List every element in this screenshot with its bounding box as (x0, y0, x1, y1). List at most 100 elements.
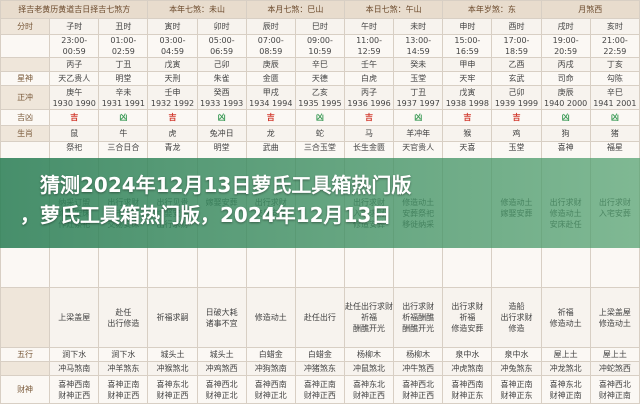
cell: 丙子 1936 1996 (343, 85, 395, 110)
cell: 马 (343, 125, 395, 142)
cell: 庚午 1930 1990 (49, 85, 100, 110)
cell: 戊寅 (147, 57, 198, 72)
cell: 明堂 (98, 71, 149, 86)
cell: 牛 (98, 125, 149, 142)
cell: 申时 (442, 18, 493, 35)
cell: 修造动土 (245, 287, 296, 348)
cell: 己卯 1939 1999 (491, 85, 542, 110)
cell: 辰时 (245, 18, 296, 35)
cell: 吉 (343, 109, 395, 126)
cell: 造船 出行求财 修造 (491, 287, 542, 348)
cell: 喜神东北 财神正西 (343, 375, 395, 404)
cell: 喜神正南 财神正东 (491, 375, 542, 404)
cell: 白蜡金 (245, 347, 296, 362)
cell: 杨柳木 (343, 347, 395, 362)
cell: 凶 (98, 109, 149, 126)
cell: 13:00-14:59 (393, 34, 444, 58)
cell: 祈福求嗣 (147, 287, 198, 348)
cell: 冲兔煞东 (491, 361, 542, 376)
cell: 上梁盖屋 修造动土 (589, 287, 640, 348)
cell: 05:00-06:59 (196, 34, 247, 58)
cell: 寅时 (147, 18, 198, 35)
cell: 戌时 (540, 18, 591, 35)
cell: 吉 (147, 109, 198, 126)
row-label: 生肖 (0, 125, 51, 142)
cell: 鸡 (491, 125, 542, 142)
cell: 凶 (294, 109, 345, 126)
row-label: 吉凶 (0, 109, 51, 126)
row-label (0, 57, 51, 72)
cell: 17:00-18:59 (491, 34, 542, 58)
cell: 吉 (491, 109, 542, 126)
cell: 玄武 (491, 71, 542, 86)
cell: 酉时 (491, 18, 542, 35)
row-label: 五行 (0, 347, 51, 362)
header-cell: 择吉老黄历黄道吉日择吉七煞方 (0, 0, 149, 19)
header-cell: 月煞西 (540, 0, 640, 19)
table-row: 生肖鼠牛虎兔冲日龙蛇马羊冲年猴鸡狗猪 (0, 125, 640, 142)
cell: 癸未 (393, 57, 444, 72)
row-label (0, 361, 51, 376)
cell: 赴任 出行修造 (98, 287, 149, 348)
cell: 白蜡金 (294, 347, 345, 362)
cell: 午时 (343, 18, 395, 35)
cell: 猪 (589, 125, 640, 142)
cell: 丁亥 (589, 57, 640, 72)
cell: 金匮 (245, 71, 296, 86)
cell: 屋上土 (589, 347, 640, 362)
row-label: 分时 (0, 18, 51, 35)
cell: 狗 (540, 125, 591, 142)
cell: 甲申 (442, 57, 493, 72)
cell: 吉 (442, 109, 493, 126)
cell: 喜神西北 财神正北 (196, 375, 247, 404)
cell: 03:00-04:59 (147, 34, 198, 58)
cell: 丁丑 (98, 57, 149, 72)
cell: 23:00-00:59 (49, 34, 100, 58)
cell: 赴任出行 (294, 287, 345, 348)
cell: 城头土 (196, 347, 247, 362)
table-row: 23:00-00:59 01:00-02:59 03:00-04:59 05:00-0… (0, 34, 640, 58)
header-cell: 本月七煞：巳山 (245, 0, 345, 19)
cell: 龙 (245, 125, 296, 142)
cell: 辛未 1931 1991 (98, 85, 149, 110)
cell: 天刑 (147, 71, 198, 86)
cell: 鼠 (49, 125, 100, 142)
cell: 吉 (245, 109, 296, 126)
cell: 甲戌 1934 1994 (245, 85, 296, 110)
cell: 凶 (393, 109, 444, 126)
cell: 己卯 (196, 57, 247, 72)
cell: 乙酉 (491, 57, 542, 72)
row-label (0, 287, 51, 348)
cell: 屋上土 (540, 347, 591, 362)
cell: 冲猪煞东 (294, 361, 345, 376)
cell: 丙戌 (540, 57, 591, 72)
cell: 日破大耗 诸事不宜 (196, 287, 247, 348)
cell: 喜神东北 财神正西 (147, 375, 198, 404)
cell: 壬申 1932 1992 (147, 85, 198, 110)
table-row: 上梁盖屋 赴任 出行修造 祈福求嗣 日破大耗 诸事不宜 修造动土 赴任出行 赴任出行求财 祈… (0, 287, 640, 348)
cell: 城头土 (147, 347, 198, 362)
table-row: 分时 子时 丑时 寅时 卯时 辰时 巳时 午时 未时 申时 酉时 戌时 亥时 (0, 18, 640, 35)
table-row: 正冲 庚午 1930 1990 辛未 1931 1991 壬申 1932 1992 癸酉… (0, 85, 640, 110)
cell: 出行求财 析福酬醮 酬醮开光 (393, 287, 444, 348)
table-row: 星神 天乙贵人 明堂 天刑 朱雀 金匮 天德 白虎 玉堂 天牢 玄武 司命 勾陈 (0, 71, 640, 86)
cell: 喜神西北 财神正西 (393, 375, 444, 404)
cell: 21:00-22:59 (589, 34, 640, 58)
cell: 赴任出行求财 祈福 酬醮开光 (343, 287, 395, 348)
cell: 09:00-10:59 (294, 34, 345, 58)
cell: 冲虎煞南 (442, 361, 493, 376)
cell: 丁丑 1937 1997 (393, 85, 444, 110)
cell: 巳时 (294, 18, 345, 35)
cell: 蛇 (294, 125, 345, 142)
cell: 天牢 (442, 71, 493, 86)
cell: 凶 (589, 109, 640, 126)
cell: 冲牛煞西 (393, 361, 444, 376)
cell: 泉中水 (491, 347, 542, 362)
cell: 猴 (442, 125, 493, 142)
header-cell: 本年七煞：未山 (147, 0, 247, 19)
header-row: 择吉老黄历黄道吉日择吉七煞方 本年七煞：未山 本月七煞：巳山 本日七煞：午山 本年岁煞：… (0, 0, 640, 19)
cell: 朱雀 (196, 71, 247, 86)
cell: 喜神西南 财神正东 (442, 375, 493, 404)
cell: 丑时 (98, 18, 149, 35)
cell: 11:00-12:59 (343, 34, 395, 58)
